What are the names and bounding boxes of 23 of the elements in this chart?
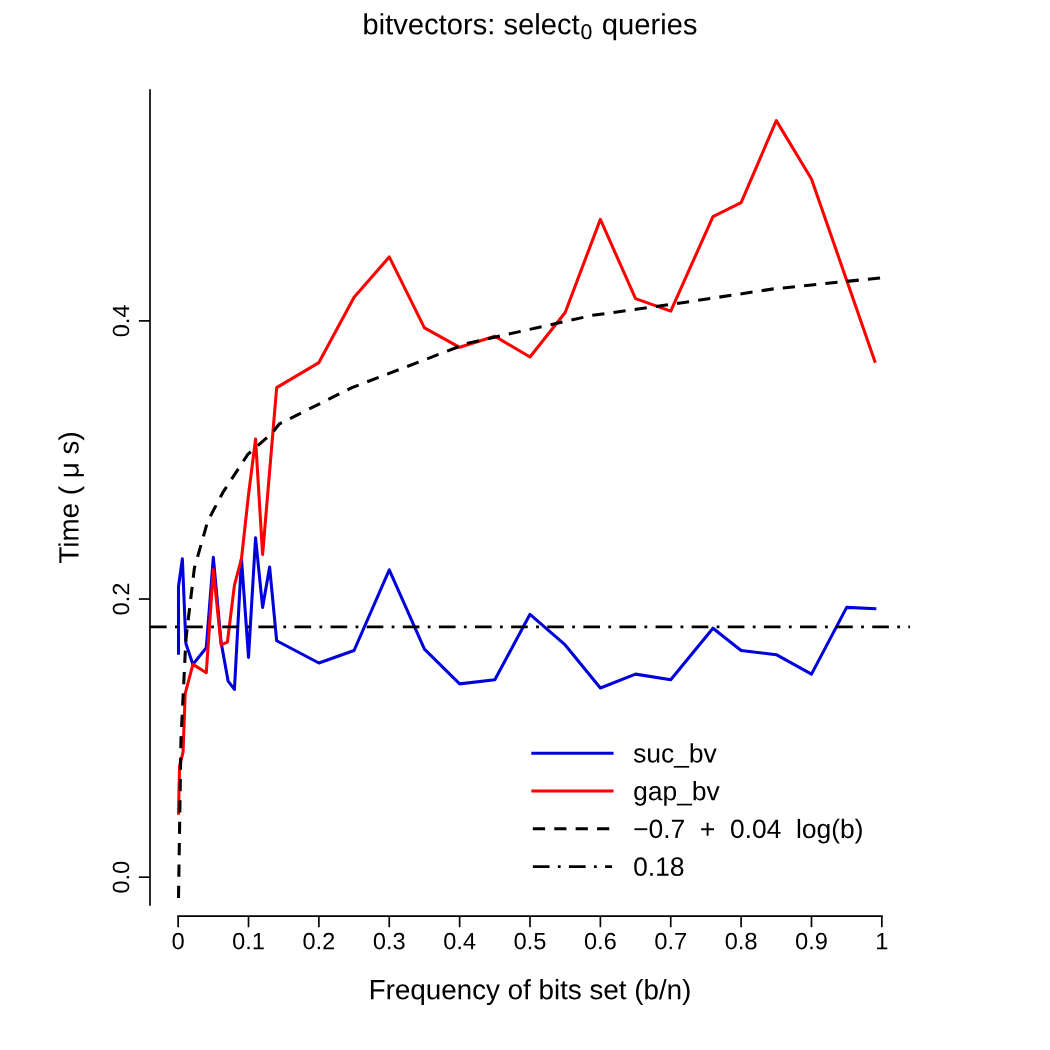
x-tick-label: 0.7: [655, 932, 686, 950]
legend-label: 0.18: [634, 857, 684, 877]
line-series: [176, 119, 877, 815]
line-series: [176, 536, 877, 691]
legend-label: gap_bv: [634, 781, 720, 806]
x-tick-label: 0: [172, 932, 184, 950]
x-tick-label: 0.1: [233, 932, 264, 950]
chart-title: bitvectors: select$_{0}$ queries: [364, 13, 697, 41]
x-tick-label: 0.9: [795, 932, 827, 950]
x-tick-label: 0.8: [725, 932, 757, 950]
legend-label: suc_bv: [633, 743, 717, 768]
y-axis-title: Time ( μ s): [58, 433, 85, 563]
legend-label: −0.7 + 0.04 log(b): [634, 818, 862, 844]
x-tick-label: 0.6: [584, 932, 616, 950]
x-tick-label: 0.4: [444, 932, 476, 950]
y-tick-label: 0.4: [112, 305, 130, 337]
x-tick-label: 1: [877, 932, 888, 950]
y-tick-label: 0.0: [112, 861, 130, 893]
x-tick-label: 0.5: [514, 932, 546, 950]
y-tick-label: 0.2: [112, 583, 130, 615]
x-axis-title: Frequency of bits set (b/n): [370, 979, 690, 1005]
x-tick-label: 0.2: [303, 932, 335, 950]
x-tick-label: 0.3: [373, 932, 405, 950]
